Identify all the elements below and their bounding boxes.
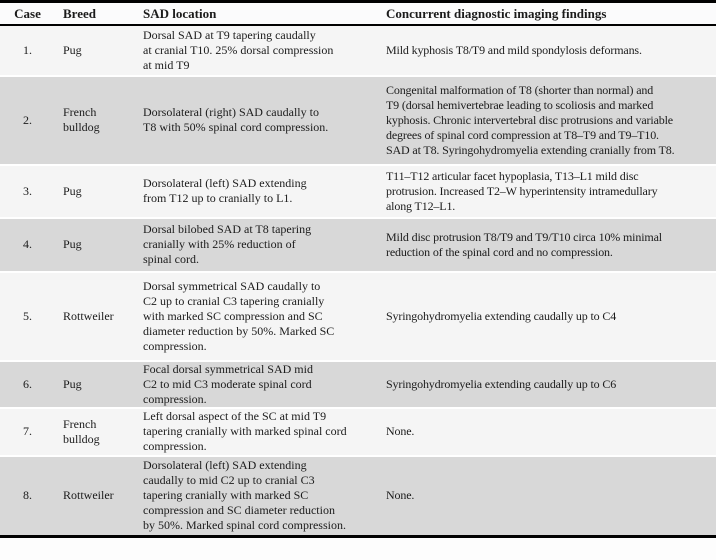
sad-location-cell: Dorsal symmetrical SAD caudally to C2 up… [140, 271, 383, 361]
table-header-row: Case Breed SAD location Concurrent diagn… [0, 1, 716, 25]
breed-cell: Pug [55, 360, 140, 408]
sad-location-cell: Dorsolateral (right) SAD caudally to T8 … [140, 75, 383, 165]
sad-location-cell: Dorsolateral (left) SAD extending caudal… [140, 455, 383, 537]
findings-cell: None. [383, 455, 716, 537]
sad-location-cell: Dorsal SAD at T9 tapering caudally at cr… [140, 24, 383, 76]
sad-location-cell: Dorsolateral (left) SAD extending from T… [140, 164, 383, 218]
breed-cell: Pug [55, 24, 140, 76]
table-row-case-3: 3. Pug Dorsolateral (left) SAD extending… [0, 164, 716, 218]
case-number: 2. [0, 75, 55, 165]
table-row-case-6: 6. Pug Focal dorsal symmetrical SAD mid … [0, 360, 716, 408]
case-number: 1. [0, 24, 55, 76]
findings-cell: Syringohydromyelia extending caudally up… [383, 360, 716, 408]
breed-cell: French bulldog [55, 407, 140, 456]
findings-cell: Syringohydromyelia extending caudally up… [383, 271, 716, 361]
sad-location-cell: Left dorsal aspect of the SC at mid T9 t… [140, 407, 383, 456]
breed-cell: Rottweiler [55, 455, 140, 537]
case-number: 4. [0, 217, 55, 272]
column-header-case: Case [0, 1, 55, 25]
table-row-case-2: 2. French bulldog Dorsolateral (right) S… [0, 75, 716, 165]
column-header-breed: Breed [55, 1, 140, 25]
case-number: 8. [0, 455, 55, 537]
table-row-case-7: 7. French bulldog Left dorsal aspect of … [0, 407, 716, 456]
sad-location-cell: Focal dorsal symmetrical SAD mid C2 to m… [140, 360, 383, 408]
column-header-findings: Concurrent diagnostic imaging findings [383, 1, 716, 25]
sad-location-cell: Dorsal bilobed SAD at T8 tapering crania… [140, 217, 383, 272]
case-number: 6. [0, 360, 55, 408]
breed-cell: Pug [55, 164, 140, 218]
breed-cell: Rottweiler [55, 271, 140, 361]
breed-cell: Pug [55, 217, 140, 272]
case-number: 7. [0, 407, 55, 456]
table-row-case-4: 4. Pug Dorsal bilobed SAD at T8 tapering… [0, 217, 716, 272]
case-number: 3. [0, 164, 55, 218]
findings-cell: Mild disc protrusion T8/T9 and T9/T10 ci… [383, 217, 716, 272]
table-row-case-1: 1. Pug Dorsal SAD at T9 tapering caudall… [0, 24, 716, 76]
case-number: 5. [0, 271, 55, 361]
column-header-sad-location: SAD location [140, 1, 383, 25]
table-row-case-5: 5. Rottweiler Dorsal symmetrical SAD cau… [0, 271, 716, 361]
findings-cell: T11–T12 articular facet hypoplasia, T13–… [383, 164, 716, 218]
sad-cases-table: Case Breed SAD location Concurrent diagn… [0, 0, 716, 538]
findings-cell: Mild kyphosis T8/T9 and mild spondylosis… [383, 24, 716, 76]
findings-cell: Congenital malformation of T8 (shorter t… [383, 75, 716, 165]
breed-cell: French bulldog [55, 75, 140, 165]
table-row-case-8: 8. Rottweiler Dorsolateral (left) SAD ex… [0, 455, 716, 537]
findings-cell: None. [383, 407, 716, 456]
